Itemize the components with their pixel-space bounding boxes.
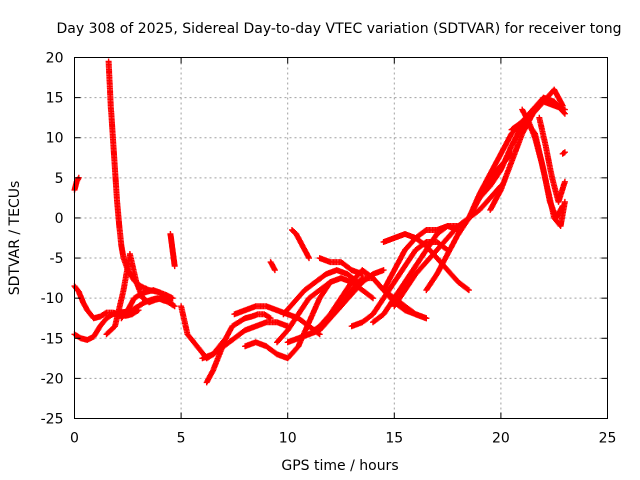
grid [74,57,608,419]
plus-marker-trace [316,255,366,278]
y-tick-label: -10 [41,291,64,307]
series-s32 [519,106,568,229]
series-s21 [348,239,451,330]
plus-marker-trace [348,239,451,330]
y-tick-label: 5 [55,171,64,187]
series-s19 [316,255,366,278]
plus-marker-trace [105,58,176,302]
axis-ticks: 0 5 10 15 20 25 -25 -20 -15 -10 -5 0 5 10 15 20 [41,51,617,447]
plus-marker-trace [280,267,362,318]
y-tick-label: 0 [55,211,64,227]
plus-marker-trace [167,231,178,270]
series-s6 [118,287,176,322]
y-axis-title: SDTVAR / TECUs [7,181,23,296]
data-marks [71,58,568,386]
x-tick-label: 25 [599,431,617,447]
plus-marker-trace [199,319,291,362]
chart-title: Day 308 of 2025, Sidereal Day-to-day VTE… [56,21,621,37]
y-tick-label: -20 [41,371,64,387]
plus-marker-trace [536,114,568,205]
series-s15 [280,267,362,318]
series-s13 [267,259,278,274]
plus-marker-trace [559,149,568,157]
series-s17 [289,227,312,262]
x-tick-label: 10 [279,431,297,447]
y-tick-label: -25 [41,412,64,428]
x-tick-label: 5 [177,431,186,447]
series-s34 [559,149,568,157]
plot-frame [74,57,608,419]
y-tick-label: 20 [46,51,64,67]
plus-marker-trace [289,227,312,262]
x-tick-label: 20 [492,431,510,447]
y-tick-label: 15 [46,91,64,107]
series-s4 [105,58,176,302]
plus-marker-trace [103,251,178,338]
x-tick-label: 15 [385,431,403,447]
y-tick-label: 10 [46,131,64,147]
x-axis-title: GPS time / hours [281,458,398,474]
plus-marker-trace [118,287,176,322]
series-s7 [167,231,178,270]
series-s5 [103,251,178,338]
series-s10 [199,319,291,362]
plus-marker-trace [267,259,278,274]
x-tick-label: 0 [70,431,79,447]
y-tick-label: -15 [41,331,64,347]
plus-marker-trace [519,106,568,229]
series-s33 [536,114,568,205]
y-tick-label: -5 [50,251,64,267]
